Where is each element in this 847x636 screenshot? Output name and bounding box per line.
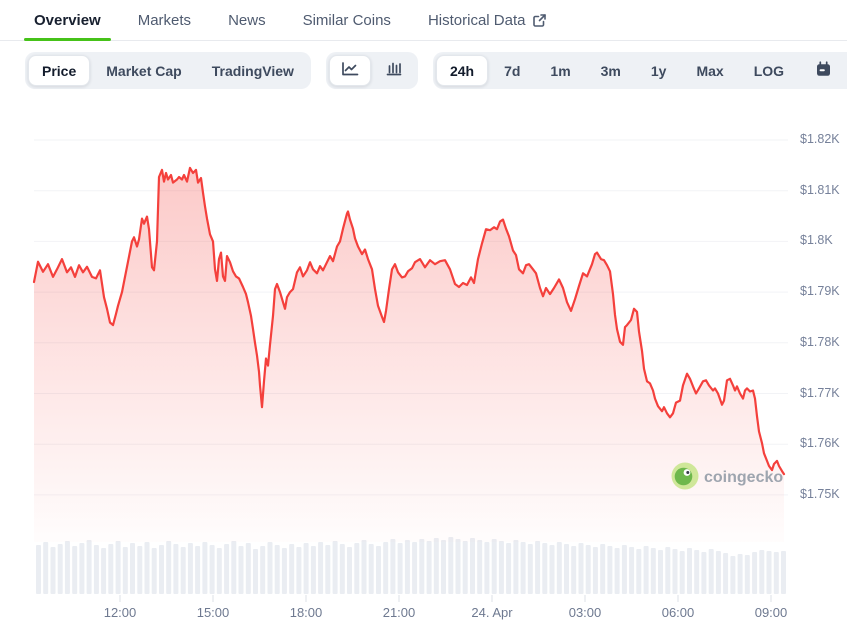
- y-axis-tick-label: $1.8K: [800, 233, 833, 248]
- calendar-icon: [815, 60, 832, 81]
- tab-similar-coins[interactable]: Similar Coins: [303, 0, 391, 41]
- x-axis-tick-label: 06:00: [661, 605, 695, 620]
- tab-markets[interactable]: Markets: [138, 0, 191, 41]
- external-link-icon: [532, 13, 547, 28]
- range-1y-button[interactable]: 1y: [637, 55, 681, 86]
- x-axis-tick-label: 03:00: [568, 605, 602, 620]
- tradingview-button[interactable]: TradingView: [198, 55, 308, 86]
- x-axis-tick-label: 09:00: [754, 605, 788, 620]
- line-chart-icon: [341, 61, 359, 80]
- range-1m-button[interactable]: 1m: [536, 55, 584, 86]
- coingecko-logo-gecko: [674, 467, 693, 486]
- y-axis-tick-label: $1.76K: [800, 436, 840, 451]
- tab-markets-label: Markets: [137, 11, 192, 29]
- log-scale-button[interactable]: LOG: [740, 55, 798, 86]
- price-chart-canvas: coingecko: [32, 139, 788, 602]
- y-axis-tick-label: $1.82K: [800, 132, 840, 146]
- date-picker-button[interactable]: [802, 55, 844, 86]
- tab-similar-coins-label: Similar Coins: [302, 11, 391, 29]
- bar-chart-button[interactable]: [373, 55, 415, 86]
- tab-overview-label: Overview: [34, 11, 101, 29]
- x-axis-ticks: [119, 595, 772, 602]
- range-max-button[interactable]: Max: [682, 55, 737, 86]
- line-chart-button[interactable]: [328, 55, 371, 86]
- market-cap-button[interactable]: Market Cap: [92, 55, 195, 86]
- tab-historical-data-label: Historical Data: [427, 11, 526, 29]
- coingecko-logo-pupil: [686, 471, 690, 474]
- coingecko-watermark: coingecko: [671, 462, 783, 490]
- range-toggle-group: 24h 7d 1m 3m 1y Max LOG: [432, 52, 847, 89]
- tab-historical-data[interactable]: Historical Data: [428, 0, 548, 41]
- x-axis-tick-label: 24. Apr: [471, 605, 513, 620]
- x-axis-tick-label: 21:00: [382, 605, 416, 620]
- bar-chart-icon: [385, 61, 403, 80]
- range-7d-button[interactable]: 7d: [490, 55, 534, 86]
- y-axis-tick-label: $1.81K: [800, 182, 840, 197]
- x-axis-tick-label: 18:00: [289, 605, 323, 620]
- y-axis-tick-label: $1.79K: [800, 284, 840, 299]
- tab-news[interactable]: News: [228, 0, 266, 41]
- chart-type-toggle-group: [325, 52, 418, 89]
- tab-overview[interactable]: Overview: [24, 0, 111, 41]
- coingecko-watermark-text: coingecko: [704, 469, 783, 486]
- y-axis-tick-label: $1.75K: [800, 486, 840, 501]
- chart-toolbar: Price Market Cap TradingView 24h 7d 1m: [25, 52, 847, 89]
- price-line: [32, 166, 786, 476]
- x-axis-tick-label: 15:00: [196, 605, 230, 620]
- price-area-fill: [34, 167, 784, 542]
- y-axis-tick-label: $1.78K: [800, 334, 840, 349]
- price-button[interactable]: Price: [28, 55, 91, 86]
- coin-page-tabbar: Overview Markets News Similar Coins Hist…: [0, 0, 847, 41]
- range-3m-button[interactable]: 3m: [587, 55, 635, 86]
- tab-news-label: News: [228, 11, 266, 29]
- metric-toggle-group: Price Market Cap TradingView: [25, 52, 311, 89]
- y-axis-tick-label: $1.77K: [800, 385, 840, 400]
- price-chart[interactable]: coingecko $1.82K $1.81K $1.8K $1.79K $1.78K $…: [0, 95, 847, 636]
- volume-bars: [36, 537, 786, 594]
- x-axis-tick-label: 12:00: [103, 605, 137, 620]
- range-24h-button[interactable]: 24h: [435, 55, 489, 86]
